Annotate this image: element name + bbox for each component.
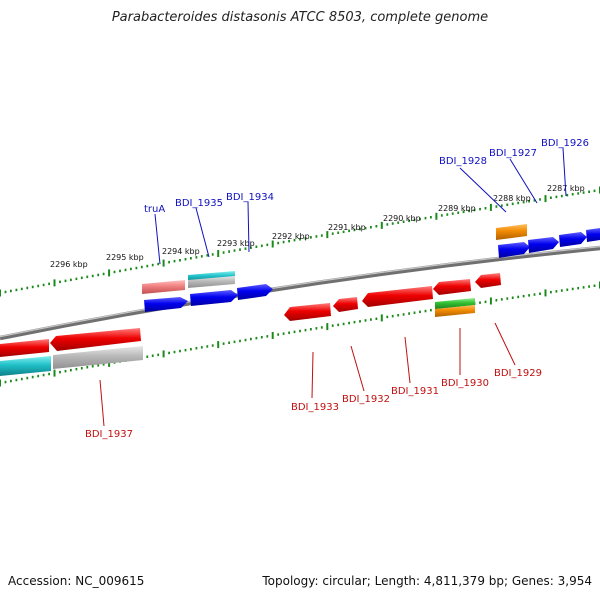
kbp-label: 2292 kbp xyxy=(272,232,310,241)
gene-forward[interactable] xyxy=(144,297,188,312)
gene-pseudo-feature[interactable] xyxy=(53,346,143,369)
gene-reverse[interactable] xyxy=(433,279,471,295)
gene-BDI_1929[interactable] xyxy=(475,273,501,288)
gene-forward[interactable] xyxy=(190,290,238,306)
gene-label-BDI_1935[interactable]: BDI_1935 xyxy=(175,198,223,209)
gene-BDI_1934[interactable] xyxy=(237,284,273,300)
map-title: Parabacteroides distasonis ATCC 8503, co… xyxy=(111,10,489,25)
gene-truA[interactable] xyxy=(142,280,185,294)
gene-BDI_1930[interactable] xyxy=(435,305,475,317)
gene-BDI_1930-green[interactable] xyxy=(435,298,475,309)
kbp-label: 2288 kbp xyxy=(493,194,531,203)
gene-label-BDI_1932[interactable]: BDI_1932 xyxy=(342,394,390,405)
gene-label-BDI_1933[interactable]: BDI_1933 xyxy=(291,402,339,413)
gene-reverse[interactable] xyxy=(0,339,49,357)
forward-gene-labels: truA BDI_1935 BDI_1934 BDI_1928 BDI_1927… xyxy=(144,138,589,215)
genome-backbone xyxy=(0,245,600,341)
gene-label-BDI_1931[interactable]: BDI_1931 xyxy=(391,386,439,397)
gene-BDI_1931[interactable] xyxy=(362,286,433,307)
gene-BDI_1937[interactable] xyxy=(50,328,141,351)
gene-label-truA[interactable]: truA xyxy=(144,204,165,215)
gene-forward[interactable] xyxy=(586,228,600,242)
gene-label-BDI_1926[interactable]: BDI_1926 xyxy=(541,138,589,149)
genome-stats-text: Topology: circular; Length: 4,811,379 bp… xyxy=(262,574,592,588)
gene-label-BDI_1930[interactable]: BDI_1930 xyxy=(441,378,489,389)
reverse-gene-labels: BDI_1937 BDI_1933 BDI_1932 BDI_1931 BDI_… xyxy=(85,368,542,440)
gene-BDI_1927[interactable] xyxy=(528,237,559,253)
forward-strand-genes xyxy=(142,224,600,312)
kbp-label: 2293 kbp xyxy=(217,239,255,248)
gene-BDI_1926[interactable] xyxy=(559,232,587,247)
kbp-label: 2296 kbp xyxy=(50,260,88,269)
gene-BDI_1935-pseudo[interactable] xyxy=(188,276,235,288)
label-leader-lines xyxy=(99,147,567,427)
gene-BDI_1933[interactable] xyxy=(284,303,331,321)
gene-label-BDI_1927[interactable]: BDI_1927 xyxy=(489,148,537,159)
kbp-label: 2295 kbp xyxy=(106,253,144,262)
gene-rna-feature[interactable] xyxy=(0,356,51,376)
kbp-labels: 2296 kbp 2295 kbp 2294 kbp 2293 kbp 2292… xyxy=(50,184,585,269)
gene-label-BDI_1929[interactable]: BDI_1929 xyxy=(494,368,542,379)
kbp-label: 2289 kbp xyxy=(438,204,476,213)
gene-label-BDI_1937[interactable]: BDI_1937 xyxy=(85,429,133,440)
accession-text: Accession: NC_009615 xyxy=(8,574,145,588)
reverse-strand-genes xyxy=(0,273,501,376)
kbp-label: 2291 kbp xyxy=(328,223,366,232)
gene-label-BDI_1934[interactable]: BDI_1934 xyxy=(226,192,274,203)
top-tick-scale xyxy=(0,186,600,297)
kbp-label: 2294 kbp xyxy=(162,247,200,256)
gene-BDI_1932[interactable] xyxy=(333,297,358,312)
gene-forward[interactable] xyxy=(498,242,530,258)
gene-BDI_1928[interactable] xyxy=(496,224,527,240)
gene-label-BDI_1928[interactable]: BDI_1928 xyxy=(439,156,487,167)
kbp-label: 2290 kbp xyxy=(383,214,421,223)
